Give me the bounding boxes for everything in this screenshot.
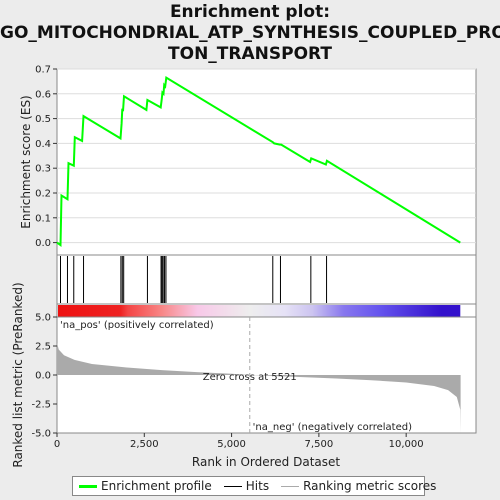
metric-tick-label: -2.5	[31, 400, 51, 411]
es-tick-label: 0.3	[35, 164, 51, 175]
x-tick-label: 5,000	[217, 439, 246, 450]
metric-axis-label: Ranked list metric (PreRanked)	[11, 282, 25, 467]
legend-swatch-green	[79, 484, 97, 488]
chart-title: Enrichment plot: GO_MITOCHONDRIAL_ATP_SY…	[0, 2, 500, 65]
legend-item-hits: Hits	[223, 479, 270, 493]
title-line-3: TON_TRANSPORT	[168, 44, 332, 64]
metric-tick-label: 5.0	[35, 313, 51, 324]
es-axis-label: Enrichment score (ES)	[19, 95, 33, 228]
es-tick-label: 0.4	[35, 139, 51, 150]
metric-tick-label: 2.5	[35, 342, 51, 353]
legend-item-enrichment-profile: Enrichment profile	[79, 479, 212, 493]
pos-correlated-label: 'na_pos' (positively correlated)	[60, 320, 214, 331]
es-panel	[56, 68, 477, 256]
legend-label: Ranking metric scores	[303, 479, 437, 493]
x-axis-label: Rank in Ordered Dataset	[192, 455, 340, 469]
title-line-1: Enrichment plot:	[169, 2, 331, 22]
legend: Enrichment profile Hits Ranking metric s…	[72, 476, 436, 496]
legend-swatch-black	[223, 485, 242, 487]
legend-item-ranking-metric: Ranking metric scores	[281, 479, 436, 493]
x-tick-label: 0	[54, 439, 60, 450]
rank-heatmap-fill	[58, 305, 461, 317]
enrichment-profile-line	[56, 76, 461, 248]
legend-label: Hits	[245, 479, 270, 493]
es-tick-label: 0.0	[35, 238, 51, 249]
legend-label: Enrichment profile	[101, 479, 212, 493]
es-tick-label: 0.1	[35, 213, 51, 224]
es-tick-label: 0.5	[35, 114, 51, 125]
metric-tick-label: 0.0	[35, 371, 51, 382]
es-tick-label: 0.2	[35, 189, 51, 200]
metric-tick-label: -5.0	[31, 429, 51, 440]
neg-correlated-label: 'na_neg' (negatively correlated)	[253, 422, 412, 433]
es-tick-label: 0.6	[35, 89, 51, 100]
x-tick-label: 10,000	[389, 439, 424, 450]
x-tick-label: 2,500	[130, 439, 159, 450]
legend-swatch-gray	[281, 485, 300, 487]
title-line-2: GO_MITOCHONDRIAL_ATP_SYNTHESIS_COUPLED_P…	[0, 23, 500, 43]
x-tick-label: 7,500	[305, 439, 334, 450]
es-tick-label: 0.7	[35, 65, 51, 76]
hits-panel	[56, 254, 477, 305]
zero-cross-label: Zero cross at 5521	[203, 372, 297, 383]
